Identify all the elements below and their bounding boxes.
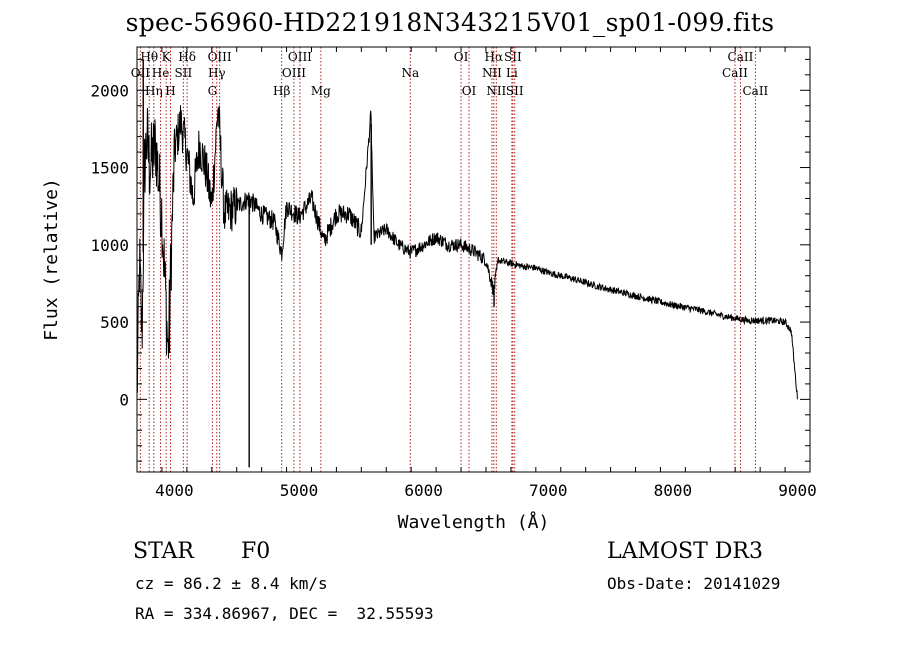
line-label-14: Mg xyxy=(311,84,331,98)
plot-frame xyxy=(136,46,811,473)
line-label-23: SII xyxy=(506,84,524,98)
line-label-2: Hη xyxy=(145,84,163,98)
obs-date-text: Obs-Date: 20141029 xyxy=(607,574,781,593)
y-axis-label: Flux (relative) xyxy=(41,178,62,341)
spectrum-line xyxy=(136,105,798,400)
line-label-16: OI xyxy=(454,50,469,64)
line-label-1: Hθ xyxy=(140,50,158,64)
class-label: STAR xyxy=(133,539,194,564)
line-label-10: G xyxy=(208,84,218,98)
line-label-22: Li xyxy=(506,66,518,80)
y-tick-label-2: 1000 xyxy=(90,236,129,255)
x-axis-label: Wavelength (Å) xyxy=(398,511,550,533)
y-tick-label-4: 2000 xyxy=(90,81,129,100)
line-label-19: NII xyxy=(482,66,502,80)
line-label-25: CaII xyxy=(722,66,748,80)
line-label-18: Hα xyxy=(485,50,504,64)
line-label-13: OIII xyxy=(282,66,306,80)
line-label-26: CaII xyxy=(742,84,768,98)
line-label-6: SII xyxy=(175,66,193,80)
line-label-7: Hδ xyxy=(178,50,196,64)
y-tick-label-3: 1500 xyxy=(90,159,129,178)
x-tick-label-0: 4000 xyxy=(155,481,194,500)
survey-label: LAMOST DR3 xyxy=(607,539,763,564)
line-label-4: He xyxy=(152,66,170,80)
x-tick-label-1: 5000 xyxy=(280,481,319,500)
line-label-8: OIII xyxy=(208,50,232,64)
line-label-24: CaII xyxy=(728,50,754,64)
x-tick-label-2: 6000 xyxy=(404,481,443,500)
x-tick-label-3: 7000 xyxy=(529,481,568,500)
line-label-11: Hβ xyxy=(273,84,290,98)
redshift-text: cz = 86.2 ± 8.4 km/s xyxy=(135,574,328,593)
y-tick-label-1: 500 xyxy=(100,313,129,332)
line-label-5: H xyxy=(165,84,175,98)
coordinates-text: RA = 334.86967, DEC = 32.55593 xyxy=(135,604,434,623)
line-label-0: OII xyxy=(131,66,151,80)
line-label-9: Hγ xyxy=(208,66,226,80)
line-label-17: OI xyxy=(462,84,477,98)
x-tick-label-5: 9000 xyxy=(778,481,817,500)
line-label-3: K xyxy=(162,50,172,64)
x-tick-label-4: 8000 xyxy=(654,481,693,500)
subclass-label: F0 xyxy=(241,539,271,564)
line-label-20: NII xyxy=(486,84,506,98)
y-tick-label-0: 0 xyxy=(119,390,129,409)
line-label-12: OIII xyxy=(288,50,312,64)
chart-title: spec-56960-HD221918N343215V01_sp01-099.f… xyxy=(125,8,775,37)
line-label-15: Na xyxy=(401,66,419,80)
line-label-21: SII xyxy=(504,50,522,64)
